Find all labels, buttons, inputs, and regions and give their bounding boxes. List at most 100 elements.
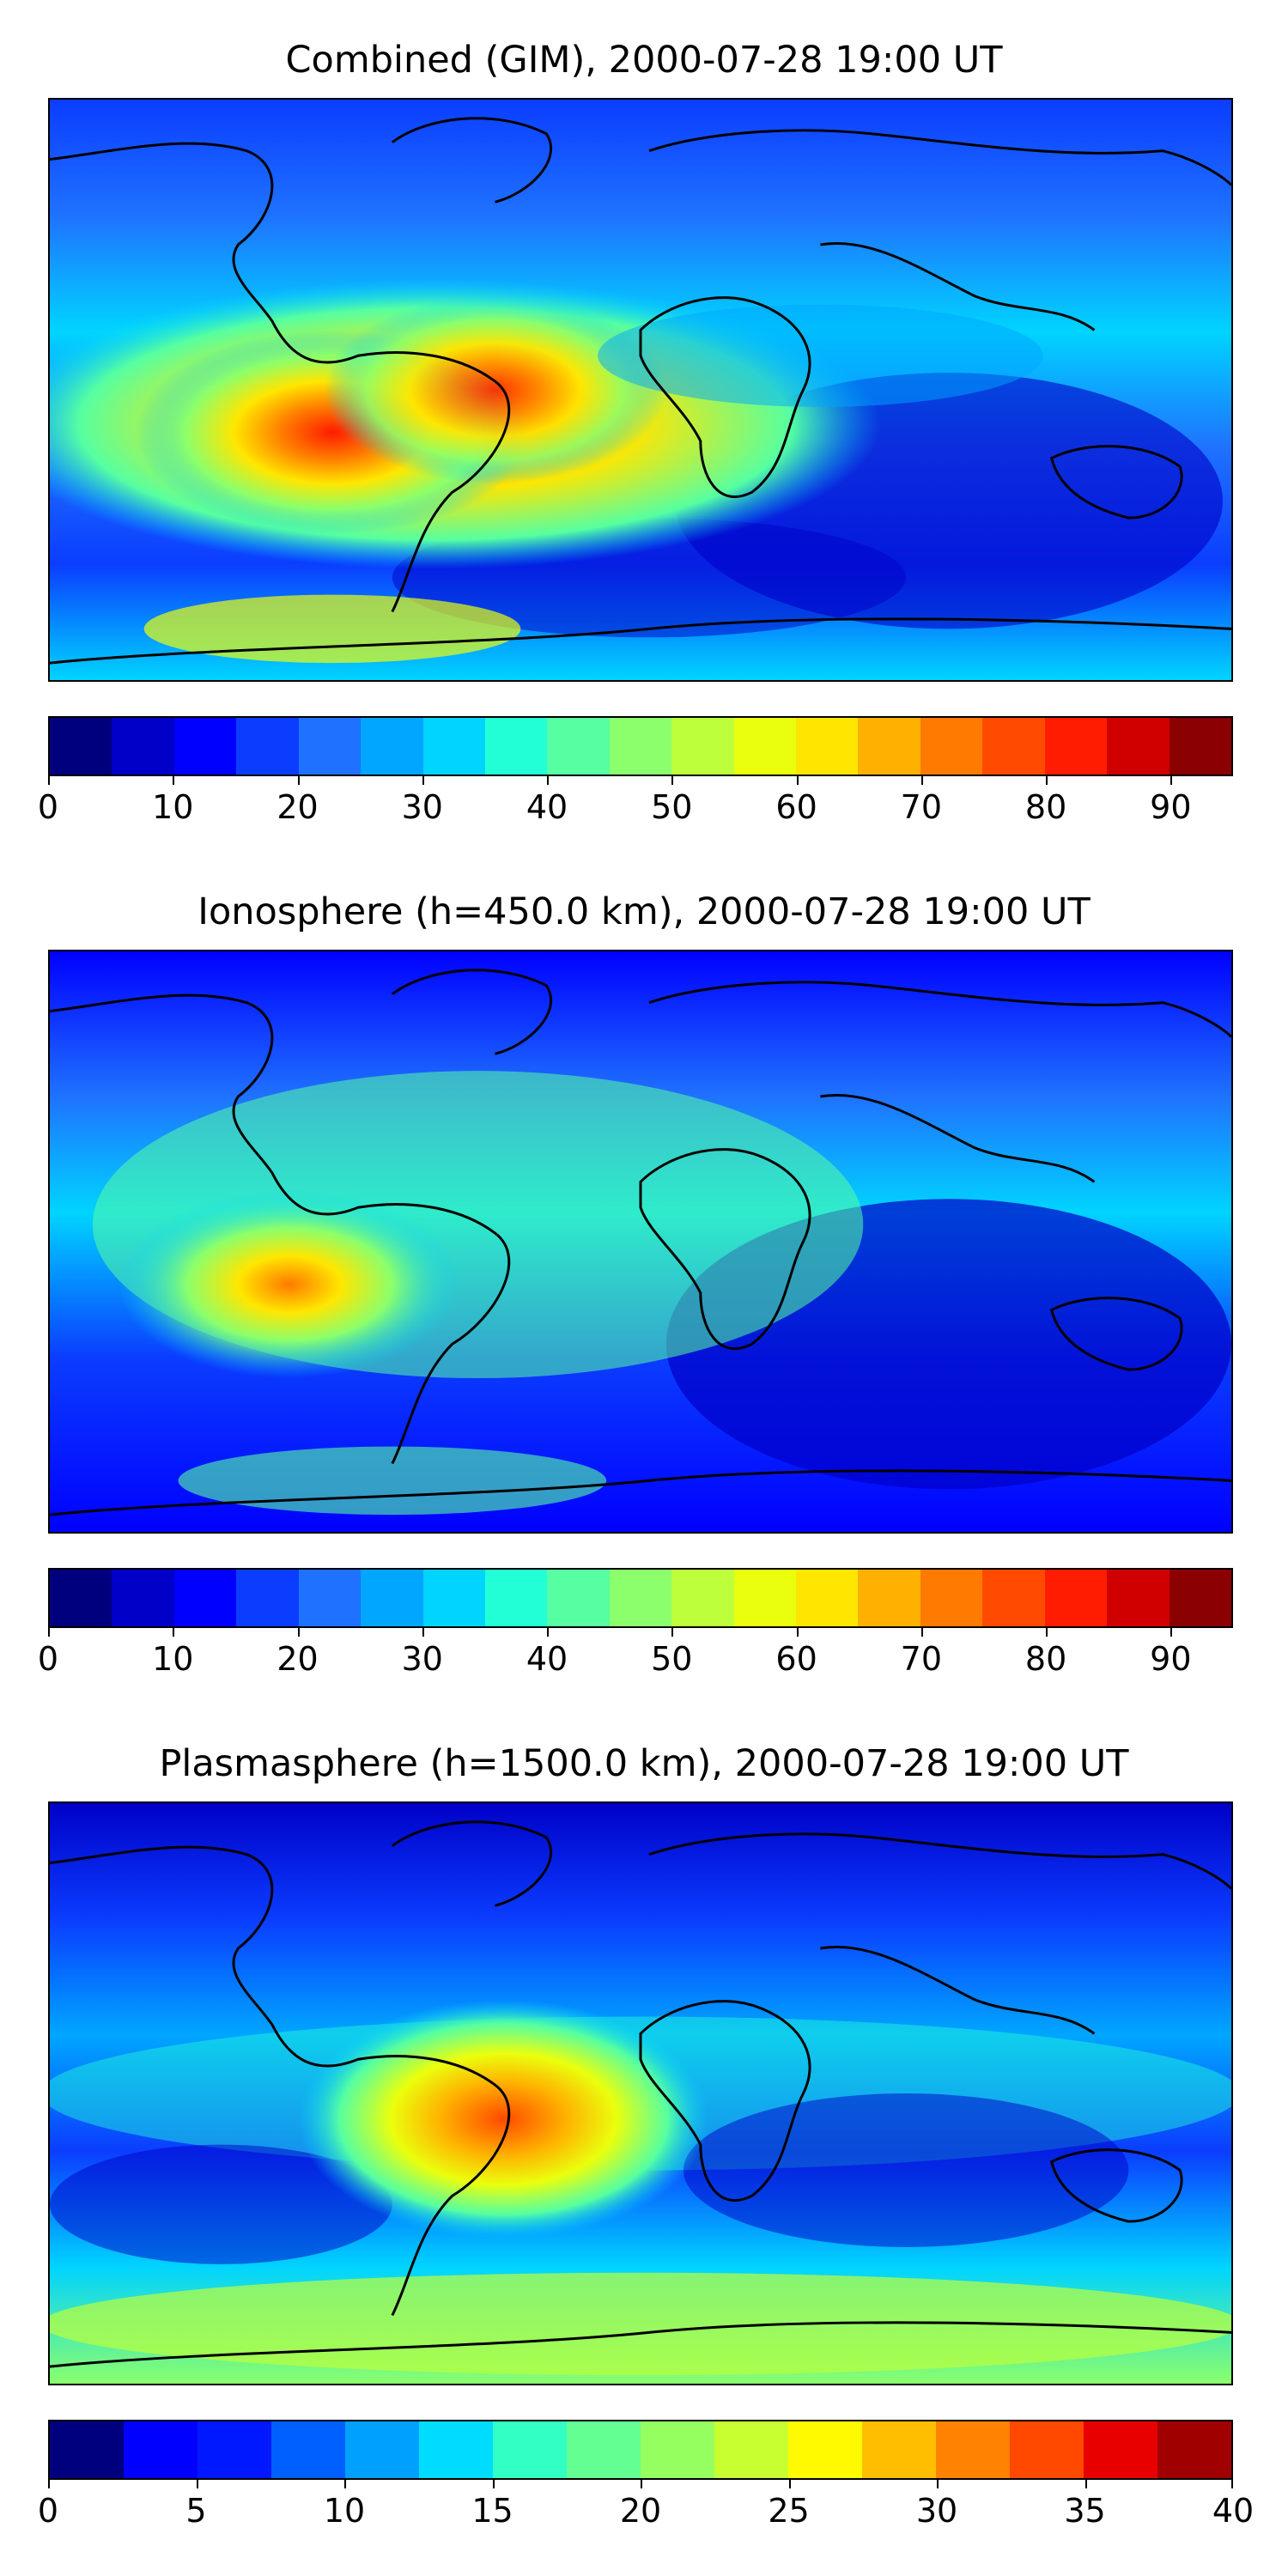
colorbar-tick-label: 80 [1024, 1640, 1067, 1678]
colorbar-tick [1170, 776, 1173, 785]
colorbar-tick [297, 1628, 300, 1637]
colorbar-tick-label: 10 [152, 1640, 194, 1678]
colorbar-segment [1044, 718, 1108, 775]
coastlines [50, 117, 1231, 665]
panel-3-title: Plasmasphere (h=1500.0 km), 2000-07-28 1… [159, 1742, 1129, 1785]
colorbar-segment [609, 718, 672, 775]
colorbar-segment [858, 718, 920, 775]
colorbar-segment [236, 718, 299, 775]
coastlines [50, 969, 1231, 1516]
colorbar-segment [197, 2421, 271, 2478]
colorbar-segment [796, 1570, 859, 1626]
colorbar-tick [173, 1628, 175, 1637]
colorbar-segment [236, 1570, 299, 1626]
colorbar-tick [173, 776, 175, 785]
colorbar-segment [671, 1570, 734, 1626]
colorbar-tick [920, 776, 923, 785]
colorbar-tick [48, 776, 50, 785]
colorbar-segment [671, 718, 734, 775]
colorbar-tick-label: 60 [775, 788, 817, 826]
colorbar-tick-label: 30 [401, 788, 443, 826]
combined-colorbar-ticks: 0 10 20 30 40 50 60 70 80 90 [38, 776, 1233, 828]
colorbar-tick-label: 80 [1024, 788, 1067, 826]
colorbar-tick-label: 25 [768, 2492, 810, 2530]
colorbar-segment [1107, 718, 1170, 775]
colorbar-segment [50, 718, 112, 775]
colorbar-tick-label: 90 [1150, 1640, 1192, 1678]
colorbar-segment [920, 718, 983, 775]
colorbar-segment [714, 2421, 788, 2478]
colorbar-tick-label: 40 [1212, 2492, 1255, 2530]
colorbar-tick-label: 35 [1064, 2492, 1106, 2530]
colorbar-segment [567, 2421, 641, 2478]
colorbar-tick [1046, 1628, 1048, 1637]
colorbar-segment [124, 2421, 197, 2478]
colorbar-tick-label: 70 [900, 788, 943, 826]
ionosphere-colorbar [48, 1568, 1233, 1628]
colorbar-segment [982, 1570, 1045, 1626]
colorbar-tick-label: 30 [401, 1640, 443, 1678]
colorbar-tick [796, 776, 799, 785]
colorbar-tick-label: 90 [1150, 788, 1192, 826]
colorbar-tick [1084, 2480, 1087, 2488]
colorbar-tick-label: 0 [37, 2492, 59, 2530]
colorbar-tick-label: 30 [915, 2492, 958, 2530]
colorbar-segment [419, 2421, 493, 2478]
colorbar-tick [48, 2480, 50, 2488]
plasmasphere-colorbar [48, 2420, 1233, 2480]
colorbar-tick-label: 20 [276, 1640, 319, 1678]
colorbar-segment [484, 718, 548, 775]
colorbar-tick-label: 50 [651, 788, 693, 826]
colorbar-tick [422, 1628, 424, 1637]
plasmasphere-colorbar-ticks: 0 5 10 15 20 25 30 35 40 [38, 2480, 1254, 2531]
colorbar-tick-label: 60 [775, 1640, 817, 1678]
colorbar-tick [920, 1628, 923, 1637]
colorbar-segment [173, 1570, 237, 1626]
colorbar-segment [361, 718, 423, 775]
colorbar-tick [344, 2480, 346, 2488]
colorbar-tick [788, 2480, 791, 2488]
colorbar-tick [547, 1628, 550, 1637]
colorbar-tick [48, 1628, 50, 1637]
colorbar-segment [982, 718, 1045, 775]
colorbar-tick [422, 776, 424, 785]
colorbar-segment [50, 2421, 124, 2478]
colorbar-tick-label: 5 [185, 2492, 207, 2530]
colorbar-segment [547, 1570, 610, 1626]
colorbar-tick [1046, 776, 1048, 785]
colorbar-tick-label: 0 [37, 788, 59, 826]
colorbar-tick-label: 50 [651, 1640, 693, 1678]
colorbar-tick [937, 2480, 939, 2488]
colorbar-segment [345, 2421, 419, 2478]
colorbar-segment [733, 1570, 797, 1626]
colorbar-tick [671, 776, 674, 785]
colorbar-segment [609, 1570, 672, 1626]
colorbar-tick [641, 2480, 642, 2488]
colorbar-segment [733, 718, 797, 775]
colorbar-segment [858, 1570, 920, 1626]
colorbar-segment [112, 1570, 174, 1626]
colorbar-segment [361, 1570, 423, 1626]
colorbar-tick [297, 776, 300, 785]
colorbar-segment [493, 2421, 567, 2478]
colorbar-segment [788, 2421, 862, 2478]
colorbar-segment [173, 718, 237, 775]
colorbar-tick-label: 40 [526, 788, 568, 826]
colorbar-segment [112, 718, 174, 775]
combined-colorbar [48, 716, 1233, 776]
colorbar-segment [796, 718, 859, 775]
colorbar-segment [298, 718, 361, 775]
colorbar-segment [1010, 2421, 1084, 2478]
ionosphere-map-svg [50, 951, 1231, 1532]
colorbar-segment [1107, 1570, 1170, 1626]
colorbar-tick [492, 2480, 495, 2488]
coastlines [50, 1820, 1231, 2368]
colorbar-segment [271, 2421, 345, 2478]
colorbar-tick-label: 15 [471, 2492, 513, 2530]
combined-gim-map [48, 98, 1233, 682]
colorbar-segment [50, 1570, 112, 1626]
colorbar-tick [796, 1628, 799, 1637]
colorbar-segment [1169, 1570, 1232, 1626]
colorbar-segment [936, 2421, 1010, 2478]
colorbar-segment [1044, 1570, 1108, 1626]
